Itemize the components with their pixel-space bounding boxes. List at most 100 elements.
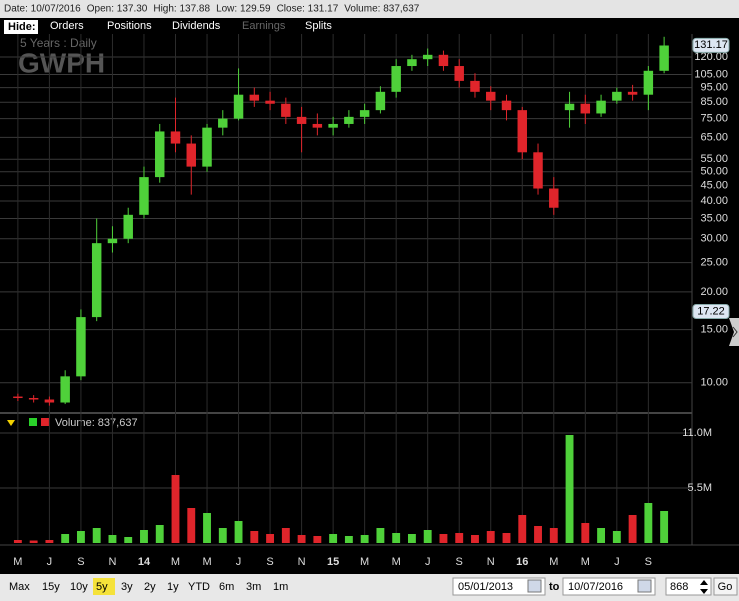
price-marker-box [692, 37, 730, 53]
volume-bar [360, 535, 369, 543]
info-bar [0, 0, 739, 18]
info-item: Date: 10/07/2016 [4, 4, 81, 15]
candle-body [186, 143, 196, 167]
spinner[interactable] [700, 580, 708, 594]
candle-body [44, 399, 55, 403]
tab[interactable]: Splits [305, 20, 332, 32]
volume-bar [187, 508, 196, 543]
volume-toggle[interactable] [7, 420, 15, 426]
date-from[interactable]: 05/01/2013 [458, 581, 513, 593]
subtitle: 5 Years : Daily [20, 36, 97, 50]
price-marker-box [692, 303, 730, 319]
x-tick-label: N [108, 556, 116, 568]
price-marker-label: 131.17 [694, 39, 728, 51]
x-tick-label: S [645, 556, 652, 568]
candle-body [265, 100, 275, 104]
y-tick-label: 45.00 [700, 179, 728, 191]
volume-bar [155, 525, 164, 543]
y-tick-label: 55.00 [700, 153, 728, 165]
volume-bar [455, 533, 464, 543]
volume-bar [534, 526, 542, 543]
range-button[interactable]: 15y [42, 581, 60, 593]
volume-bar [439, 534, 448, 543]
volume-bar [13, 540, 22, 543]
info-item: High: 137.88 [153, 4, 210, 15]
candle-body [233, 94, 244, 119]
range-button[interactable]: 3m [246, 581, 261, 593]
go-label[interactable]: Go [718, 581, 733, 593]
volume-bar [108, 535, 117, 543]
price-marker-label: 17.22 [697, 305, 725, 317]
hide-box[interactable] [4, 20, 38, 34]
range-button[interactable]: 1y [167, 581, 179, 593]
tab[interactable]: Orders [50, 20, 84, 32]
x-tick-label: 14 [138, 556, 151, 568]
tab[interactable]: Positions [107, 20, 152, 32]
y-tick-label: 25.00 [700, 257, 728, 269]
candle-body [28, 398, 39, 400]
side-tab[interactable] [729, 318, 739, 346]
candle-body [501, 100, 512, 111]
candle-body [627, 91, 638, 95]
bars-box[interactable] [665, 577, 712, 596]
volume-bar [61, 534, 70, 543]
x-tick-label: N [487, 556, 495, 568]
x-tick-label: J [425, 556, 431, 568]
range-button[interactable]: 6m [219, 581, 234, 593]
volume-bar [266, 534, 275, 543]
range-button[interactable]: 2y [144, 581, 156, 593]
calendar-icon[interactable] [637, 579, 652, 593]
range-button[interactable]: 1m [273, 581, 288, 593]
tab[interactable]: Dividends [172, 20, 221, 32]
candle-body [438, 54, 449, 67]
go-button[interactable] [713, 577, 738, 596]
volume-tick-label: 11.0M [682, 427, 712, 439]
info-item: Close: 131.17 [277, 4, 339, 15]
candle-body [218, 118, 228, 128]
range-button[interactable]: 3y [121, 581, 133, 593]
candle-body [123, 214, 133, 239]
candle-body [91, 243, 102, 318]
candle-body [407, 59, 417, 67]
x-tick-label: J [47, 556, 53, 568]
calendar-icon[interactable] [527, 579, 542, 593]
candle-body [375, 91, 386, 111]
y-tick-label: 50.00 [700, 166, 728, 178]
volume-bar [644, 503, 653, 543]
info-item: Open: 137.30 [87, 4, 148, 15]
y-tick-label: 40.00 [700, 195, 728, 207]
volume-bar [76, 531, 85, 543]
volume-bar [471, 535, 479, 543]
hide-label[interactable]: Hide: [8, 21, 36, 33]
candle-body [328, 123, 338, 128]
tab[interactable]: Earnings [242, 20, 286, 32]
range-button[interactable]: YTD [188, 581, 210, 593]
info-item: Volume: 837,637 [344, 4, 419, 15]
x-tick-label: S [456, 556, 463, 568]
date-from-box[interactable] [452, 577, 546, 596]
volume-bar [124, 537, 133, 543]
date-to[interactable]: 10/07/2016 [568, 581, 623, 593]
y-tick-label: 85.00 [700, 96, 728, 108]
volume-bar [612, 531, 621, 543]
volume-bar [234, 521, 243, 543]
volume-bar [297, 535, 306, 543]
volume-bar [329, 534, 338, 543]
date-to-box[interactable] [562, 577, 656, 596]
candle-body [391, 66, 401, 92]
candle-body [359, 110, 370, 117]
legend-down [41, 418, 49, 426]
volume-bar [407, 534, 416, 543]
range-button[interactable]: 10y [70, 581, 88, 593]
x-tick-label: N [298, 556, 306, 568]
x-tick-label: J [614, 556, 620, 568]
volume-tick-label: 5.5M [688, 482, 712, 494]
x-tick-label: M [13, 556, 22, 568]
range-button[interactable]: Max [9, 581, 30, 593]
x-tick-label: J [236, 556, 242, 568]
x-tick-label: M [202, 556, 211, 568]
range-button[interactable]: 5y [96, 581, 108, 593]
range-selected[interactable] [93, 578, 115, 595]
bars[interactable]: 868 [670, 581, 688, 593]
